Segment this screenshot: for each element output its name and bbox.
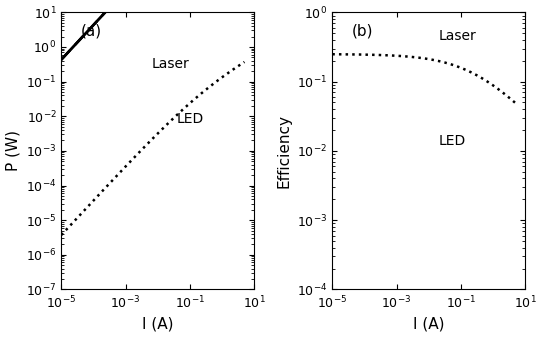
Text: LED: LED: [438, 134, 466, 148]
X-axis label: I (A): I (A): [142, 316, 173, 332]
Y-axis label: P (W): P (W): [5, 130, 21, 172]
Y-axis label: Efficiency: Efficiency: [276, 114, 292, 188]
X-axis label: I (A): I (A): [413, 316, 444, 332]
Text: LED: LED: [177, 112, 204, 126]
Text: (b): (b): [352, 24, 373, 38]
Text: (a): (a): [81, 24, 102, 38]
Text: Laser: Laser: [152, 57, 190, 71]
Text: Laser: Laser: [438, 29, 476, 43]
